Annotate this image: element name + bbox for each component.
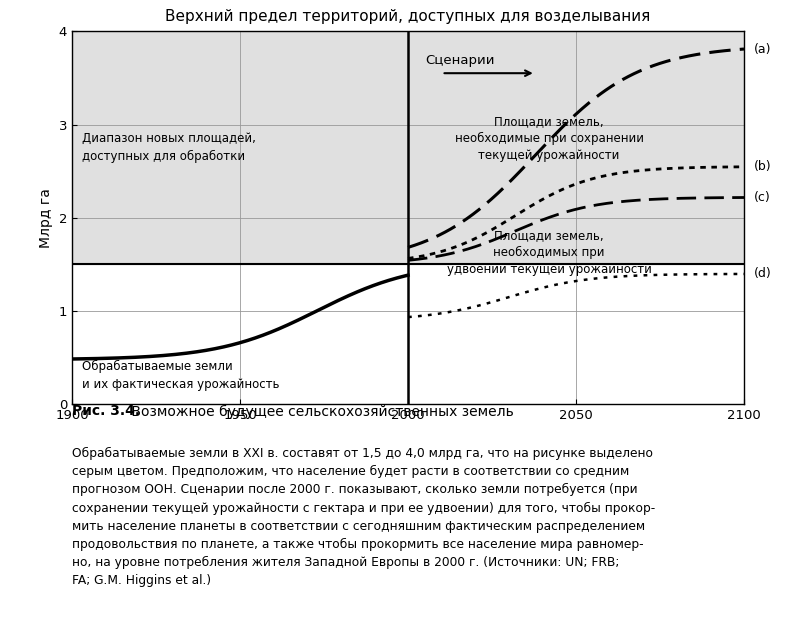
Text: (c): (c) xyxy=(754,191,771,204)
Text: Обрабатываемые земли
и их фактическая урожайность: Обрабатываемые земли и их фактическая ур… xyxy=(82,359,279,391)
Title: Верхний предел территорий, доступных для возделывания: Верхний предел территорий, доступных для… xyxy=(166,9,650,24)
Text: Обрабатываемые земли в XXI в. составят от 1,5 до 4,0 млрд га, что на рисунке выд: Обрабатываемые земли в XXI в. составят о… xyxy=(72,447,655,587)
Text: Сценарии: Сценарии xyxy=(425,54,494,67)
Text: (b): (b) xyxy=(754,160,772,173)
Text: (d): (d) xyxy=(754,268,772,280)
Text: Площади земель,
необходимых при
удвоении текущей урожайности: Площади земель, необходимых при удвоении… xyxy=(446,229,651,276)
Y-axis label: Млрд га: Млрд га xyxy=(39,188,53,248)
Text: Возможное будущее сельскохозяйственных земель: Возможное будущее сельскохозяйственных з… xyxy=(127,404,514,419)
Text: Диапазон новых площадей,
доступных для обработки: Диапазон новых площадей, доступных для о… xyxy=(82,132,256,163)
Text: (a): (a) xyxy=(754,42,771,56)
Text: Площади земель,
необходимые при сохранении
текущей урожайности: Площади земель, необходимые при сохранен… xyxy=(454,115,644,162)
Text: Рис. 3.4.: Рис. 3.4. xyxy=(72,404,140,419)
